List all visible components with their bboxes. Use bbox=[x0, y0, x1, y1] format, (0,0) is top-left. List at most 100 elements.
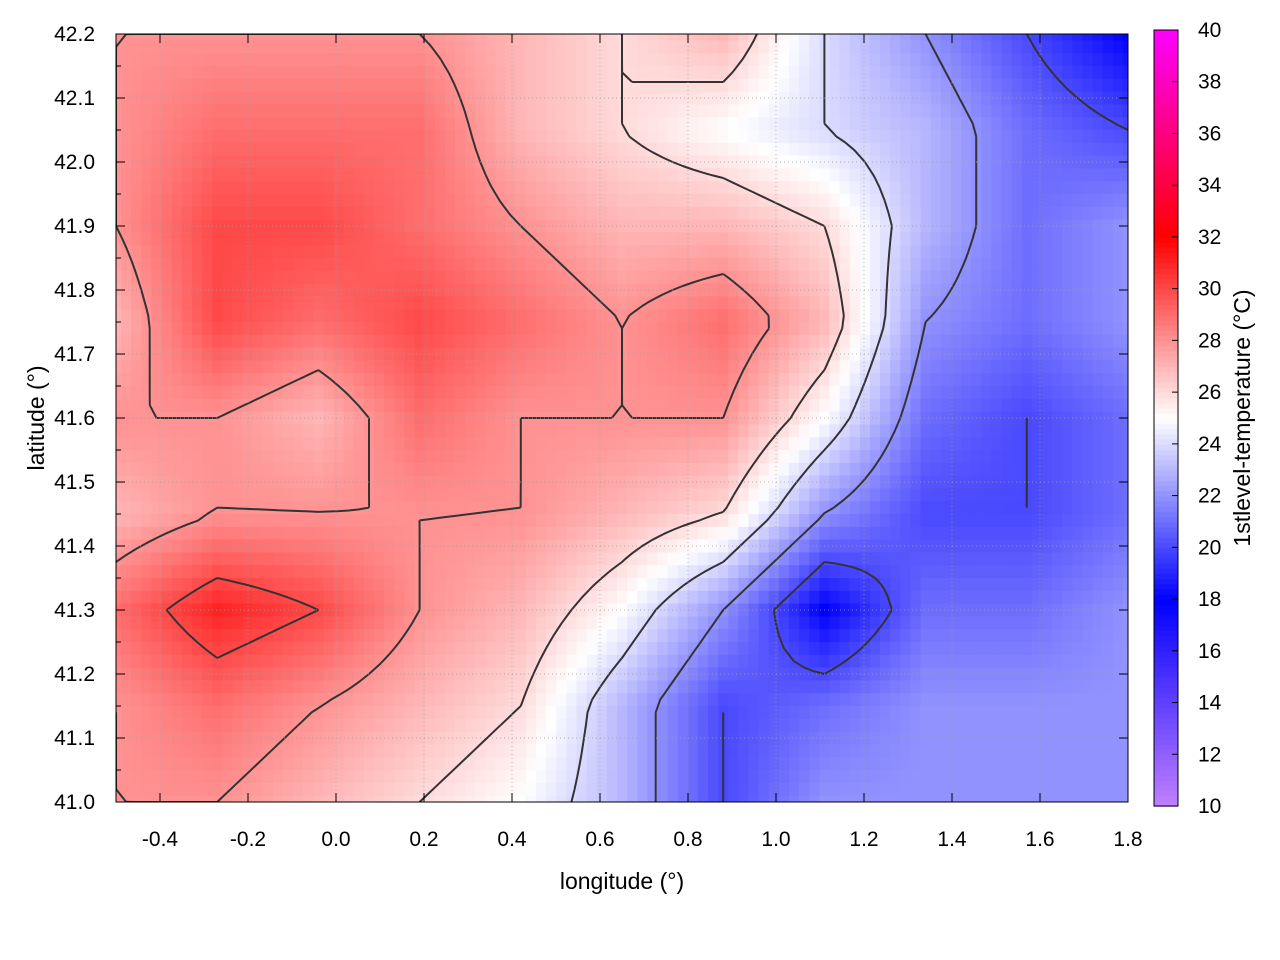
heatmap-cell bbox=[505, 155, 517, 170]
heatmap-cell bbox=[465, 539, 476, 554]
heatmap-cell bbox=[222, 34, 234, 42]
heatmap-cell bbox=[1102, 232, 1114, 246]
heatmap-cell bbox=[1062, 462, 1074, 477]
heatmap-cell bbox=[667, 398, 679, 413]
heatmap-cell bbox=[1112, 245, 1124, 259]
heatmap-cell bbox=[272, 117, 284, 131]
heatmap-cell bbox=[596, 194, 608, 208]
heatmap-cell bbox=[323, 424, 335, 438]
heatmap-cell bbox=[414, 347, 426, 362]
heatmap-cell bbox=[1072, 629, 1084, 643]
heatmap-cell bbox=[374, 91, 385, 106]
heatmap-cell bbox=[586, 66, 598, 80]
heatmap-cell bbox=[687, 91, 699, 106]
heatmap-cell bbox=[546, 232, 557, 246]
heatmap-cell bbox=[374, 629, 385, 643]
heatmap-cell bbox=[809, 322, 821, 336]
heatmap-cell bbox=[1112, 78, 1124, 93]
heatmap-cell bbox=[1041, 322, 1053, 336]
heatmap-cell bbox=[920, 398, 932, 413]
heatmap-cell bbox=[343, 616, 355, 630]
heatmap-cell bbox=[161, 488, 173, 502]
heatmap-cell bbox=[1041, 590, 1053, 605]
heatmap-cell bbox=[616, 206, 628, 221]
heatmap-cell bbox=[718, 488, 729, 502]
heatmap-cell bbox=[869, 245, 881, 259]
heatmap-cell bbox=[262, 117, 274, 131]
heatmap-cell bbox=[374, 501, 385, 515]
heatmap-cell bbox=[961, 424, 972, 438]
heatmap-cell bbox=[212, 347, 223, 362]
heatmap-cell bbox=[121, 373, 132, 387]
heatmap-cell bbox=[282, 462, 294, 477]
heatmap-cell bbox=[313, 398, 325, 413]
heatmap-cell bbox=[940, 373, 952, 387]
heatmap-cell bbox=[282, 232, 294, 246]
heatmap-cell bbox=[1001, 373, 1013, 387]
heatmap-cell bbox=[718, 296, 729, 310]
heatmap-cell bbox=[424, 245, 436, 259]
heatmap-cell bbox=[1082, 360, 1094, 374]
heatmap-cell bbox=[981, 283, 993, 298]
heatmap-cell bbox=[131, 258, 142, 272]
heatmap-cell bbox=[1122, 642, 1128, 656]
heatmap-cell bbox=[718, 386, 729, 400]
heatmap-cell bbox=[799, 78, 810, 93]
heatmap-cell bbox=[576, 552, 588, 566]
heatmap-cell bbox=[323, 117, 335, 131]
heatmap-cell bbox=[566, 130, 578, 144]
heatmap-cell bbox=[849, 578, 861, 592]
heatmap-cell bbox=[212, 219, 223, 234]
heatmap-cell bbox=[121, 398, 132, 413]
heatmap-cell bbox=[212, 590, 223, 605]
heatmap-cell bbox=[202, 245, 213, 259]
heatmap-cell bbox=[667, 590, 679, 605]
heatmap-cell bbox=[202, 296, 213, 310]
heatmap-cell bbox=[515, 232, 527, 246]
heatmap-cell bbox=[495, 578, 507, 592]
heatmap-cell bbox=[161, 514, 173, 528]
heatmap-cell bbox=[303, 565, 315, 579]
heatmap-cell bbox=[556, 334, 568, 349]
heatmap-cell bbox=[313, 565, 325, 579]
heatmap-cell bbox=[303, 334, 315, 349]
heatmap-cell bbox=[859, 578, 871, 592]
heatmap-cell bbox=[637, 206, 648, 221]
heatmap-cell bbox=[434, 565, 446, 579]
heatmap-cell bbox=[961, 40, 972, 54]
heatmap-cell bbox=[333, 270, 345, 285]
heatmap-cell bbox=[1001, 194, 1013, 208]
heatmap-cell bbox=[171, 360, 183, 374]
heatmap-cell bbox=[677, 40, 689, 54]
heatmap-cell bbox=[748, 565, 760, 579]
heatmap-cell bbox=[596, 219, 608, 234]
heatmap-cell bbox=[1041, 437, 1053, 451]
heatmap-cell bbox=[394, 155, 406, 170]
heatmap-cell bbox=[738, 78, 750, 93]
heatmap-cell bbox=[849, 526, 861, 541]
heatmap-cell bbox=[809, 296, 821, 310]
heatmap-cell bbox=[859, 347, 871, 362]
heatmap-cell bbox=[222, 91, 234, 106]
heatmap-cell bbox=[930, 590, 942, 605]
heatmap-cell bbox=[1082, 53, 1094, 67]
heatmap-cell bbox=[313, 245, 325, 259]
heatmap-cell bbox=[920, 424, 932, 438]
heatmap-cell bbox=[920, 578, 932, 592]
heatmap-cell bbox=[839, 232, 851, 246]
heatmap-cell bbox=[384, 40, 395, 54]
heatmap-cell bbox=[839, 334, 851, 349]
heatmap-cell bbox=[1122, 270, 1128, 285]
heatmap-cell bbox=[900, 386, 912, 400]
heatmap-cell bbox=[586, 578, 598, 592]
heatmap-cell bbox=[424, 437, 436, 451]
heatmap-cell bbox=[303, 117, 315, 131]
heatmap-cell bbox=[384, 629, 395, 643]
heatmap-cell bbox=[758, 450, 770, 464]
heatmap-cell bbox=[495, 130, 507, 144]
heatmap-cell bbox=[1052, 437, 1063, 451]
heatmap-cell bbox=[525, 194, 537, 208]
heatmap-cell bbox=[1031, 258, 1043, 272]
heatmap-cell bbox=[222, 565, 234, 579]
heatmap-cell bbox=[455, 654, 466, 669]
